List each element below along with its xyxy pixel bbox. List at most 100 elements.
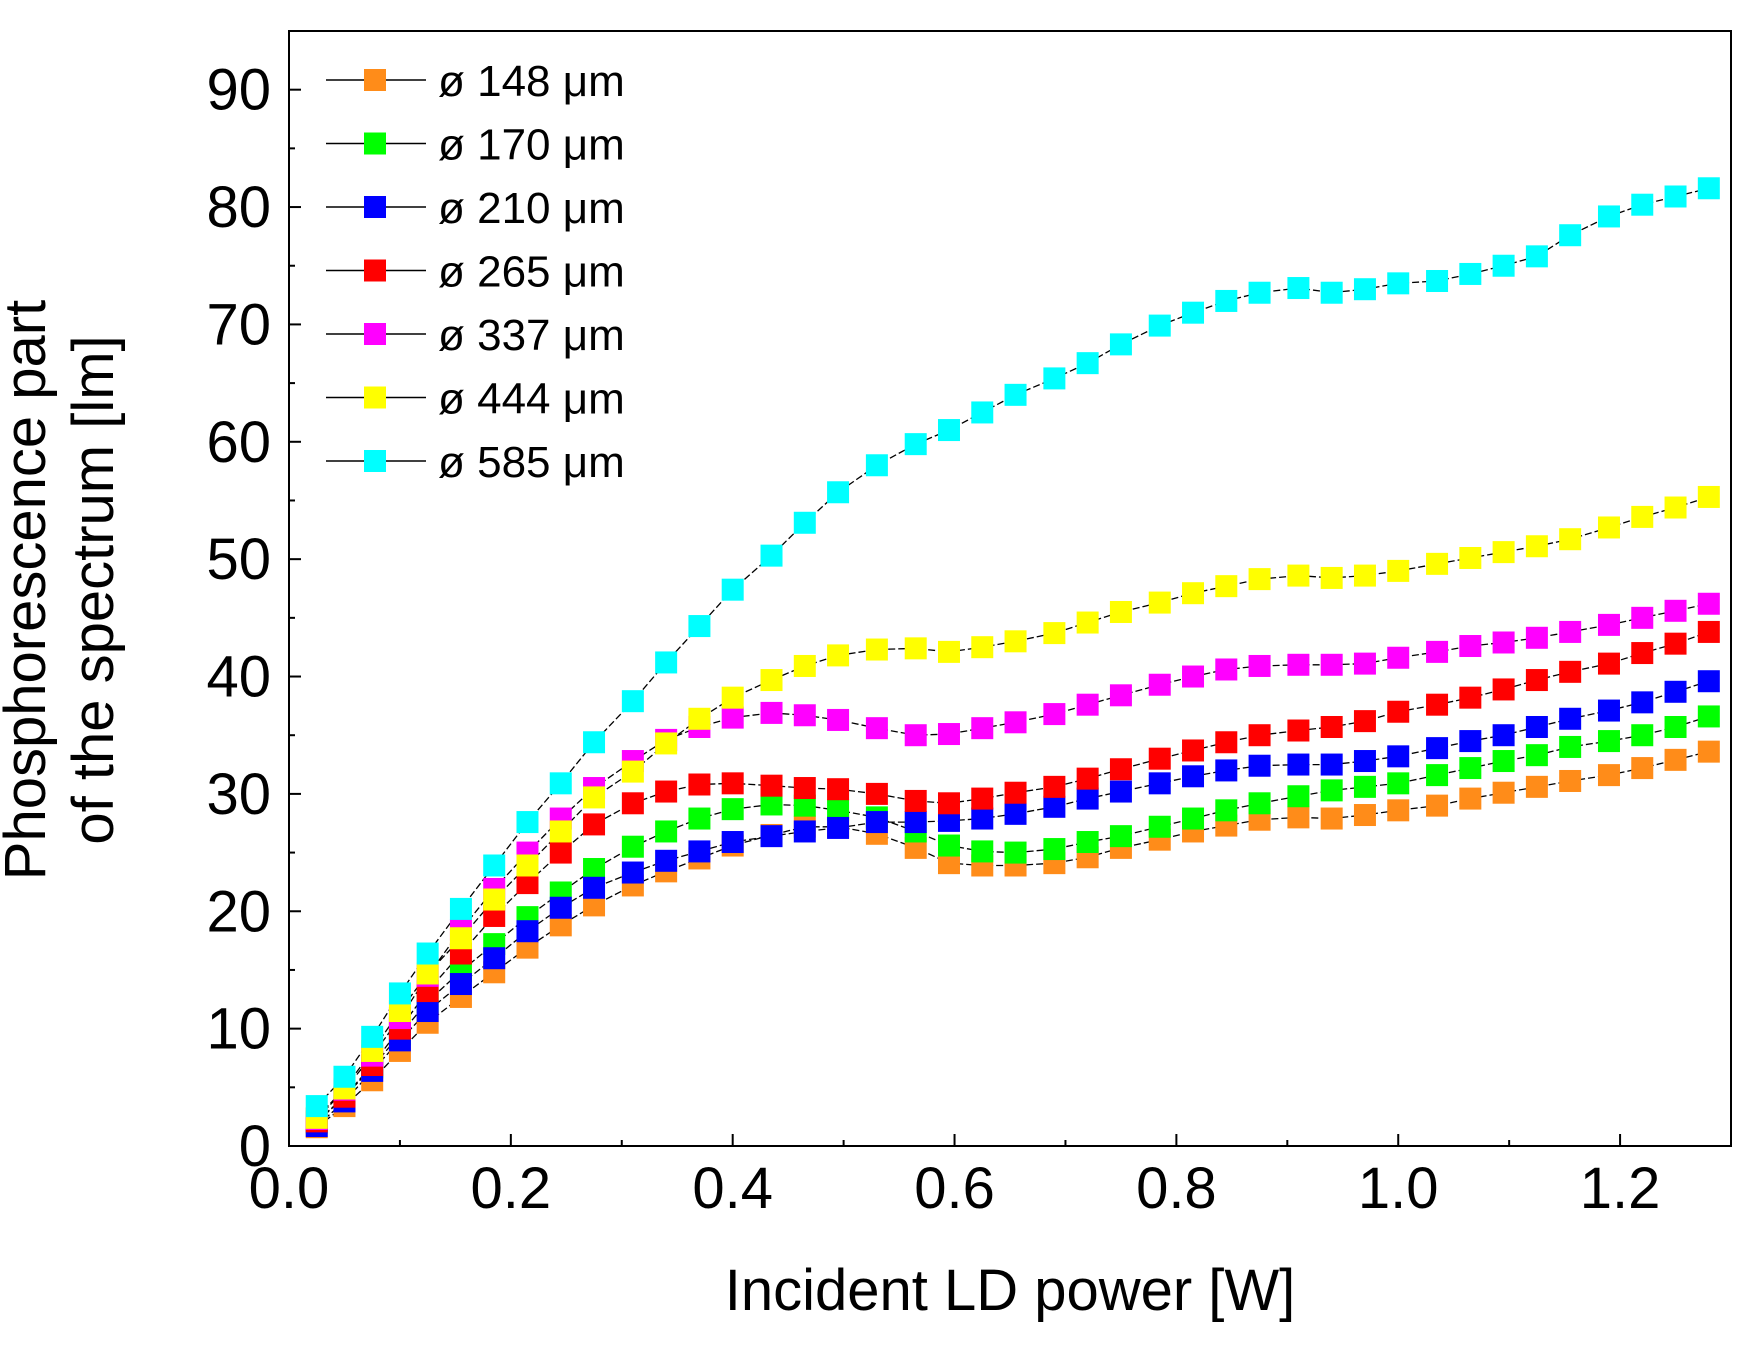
data-point [1559, 707, 1582, 730]
plot-frame [288, 30, 1732, 1147]
data-point [1148, 673, 1171, 696]
data-point [1148, 591, 1171, 614]
data-point [621, 760, 644, 783]
data-point [549, 914, 572, 937]
data-point [1631, 724, 1654, 747]
data-point [865, 717, 888, 740]
data-point [1182, 807, 1205, 830]
data-point [1492, 781, 1515, 804]
data-point [793, 654, 816, 677]
data-point [1387, 559, 1410, 582]
data-point [388, 1000, 411, 1023]
data-point [971, 636, 994, 659]
data-point [1492, 254, 1515, 277]
data-point [1459, 730, 1482, 753]
x-axis: 0.0 0.2 0.4 0.6 0.8 1.0 1.2 [249, 1134, 1660, 1221]
data-point [621, 861, 644, 884]
data-point [549, 841, 572, 864]
data-point [583, 876, 606, 899]
data-point [1004, 802, 1027, 825]
data-point [827, 708, 850, 731]
data-point [483, 888, 506, 911]
data-point [1353, 750, 1376, 773]
data-point [1043, 795, 1066, 818]
legend: ø 148 μm ø 170 μm ø 210 μm ø 265 μm ø 337 μm… [326, 57, 625, 487]
data-point [1631, 606, 1654, 629]
data-point [937, 640, 960, 663]
data-point [904, 433, 927, 456]
data-point [1076, 352, 1099, 375]
data-point [1697, 177, 1720, 200]
data-point [827, 778, 850, 801]
data-point [1559, 528, 1582, 551]
data-point [971, 787, 994, 810]
data-point [721, 798, 744, 821]
data-point [1076, 831, 1099, 854]
x-tick-label: 1.0 [1358, 1156, 1439, 1221]
data-point [760, 669, 783, 692]
data-point [583, 858, 606, 881]
data-point [1492, 541, 1515, 564]
y-tick-label: 20 [206, 879, 271, 944]
data-point [688, 773, 711, 796]
data-point [1426, 764, 1449, 787]
data-point [1697, 592, 1720, 615]
data-point [1559, 660, 1582, 683]
data-point [1597, 613, 1620, 636]
data-point [549, 820, 572, 843]
data-point [1004, 383, 1027, 406]
data-point [1353, 804, 1376, 827]
data-point [1182, 765, 1205, 788]
data-point [1287, 564, 1310, 587]
data-point [937, 834, 960, 857]
data-point [1426, 640, 1449, 663]
data-point [1525, 715, 1548, 738]
data-point [1697, 485, 1720, 508]
data-point [971, 717, 994, 740]
data-point [621, 835, 644, 858]
data-point [760, 774, 783, 797]
y-tick-label: 0 [239, 1114, 271, 1179]
data-point [655, 651, 678, 674]
data-point [1215, 759, 1238, 782]
data-point [1182, 301, 1205, 324]
data-point [1631, 691, 1654, 714]
data-point [688, 615, 711, 638]
data-point [1043, 838, 1066, 861]
data-point [1043, 367, 1066, 390]
data-point [1148, 772, 1171, 795]
data-point [1525, 669, 1548, 692]
data-point [621, 792, 644, 815]
data-point [1525, 744, 1548, 767]
data-point [827, 816, 850, 839]
data-point [1109, 825, 1132, 848]
data-point [1426, 794, 1449, 817]
data-point [1631, 642, 1654, 665]
data-point [1320, 753, 1343, 776]
data-point [1387, 799, 1410, 822]
data-point [937, 419, 960, 442]
data-point [1664, 748, 1687, 771]
data-point [1182, 582, 1205, 605]
data-point [1004, 630, 1027, 653]
data-point [1353, 710, 1376, 733]
legend-swatch [364, 196, 386, 218]
data-point [793, 777, 816, 800]
data-point [1215, 575, 1238, 598]
data-point [937, 723, 960, 746]
data-point [971, 840, 994, 863]
data-point [1387, 700, 1410, 723]
data-point [904, 811, 927, 834]
data-point [1426, 552, 1449, 575]
data-point [516, 854, 539, 877]
data-point [1353, 652, 1376, 675]
data-point [1004, 711, 1027, 734]
data-point [1559, 735, 1582, 758]
legend-label: ø 210 μm [438, 184, 625, 233]
data-point [1109, 600, 1132, 623]
data-point [483, 854, 506, 877]
data-point [1492, 750, 1515, 773]
data-point [1043, 703, 1066, 726]
data-point [721, 686, 744, 709]
data-point [1697, 620, 1720, 643]
